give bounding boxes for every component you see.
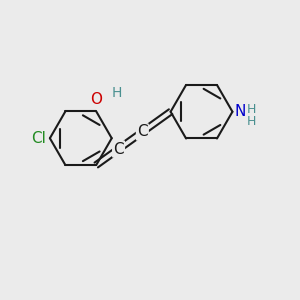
Text: H: H [112, 86, 122, 100]
Text: C: C [113, 142, 124, 157]
Text: N: N [235, 104, 246, 119]
Text: Cl: Cl [32, 131, 46, 146]
Text: C: C [137, 124, 148, 140]
Text: H: H [247, 103, 256, 116]
Text: O: O [90, 92, 102, 107]
Text: H: H [247, 115, 256, 128]
